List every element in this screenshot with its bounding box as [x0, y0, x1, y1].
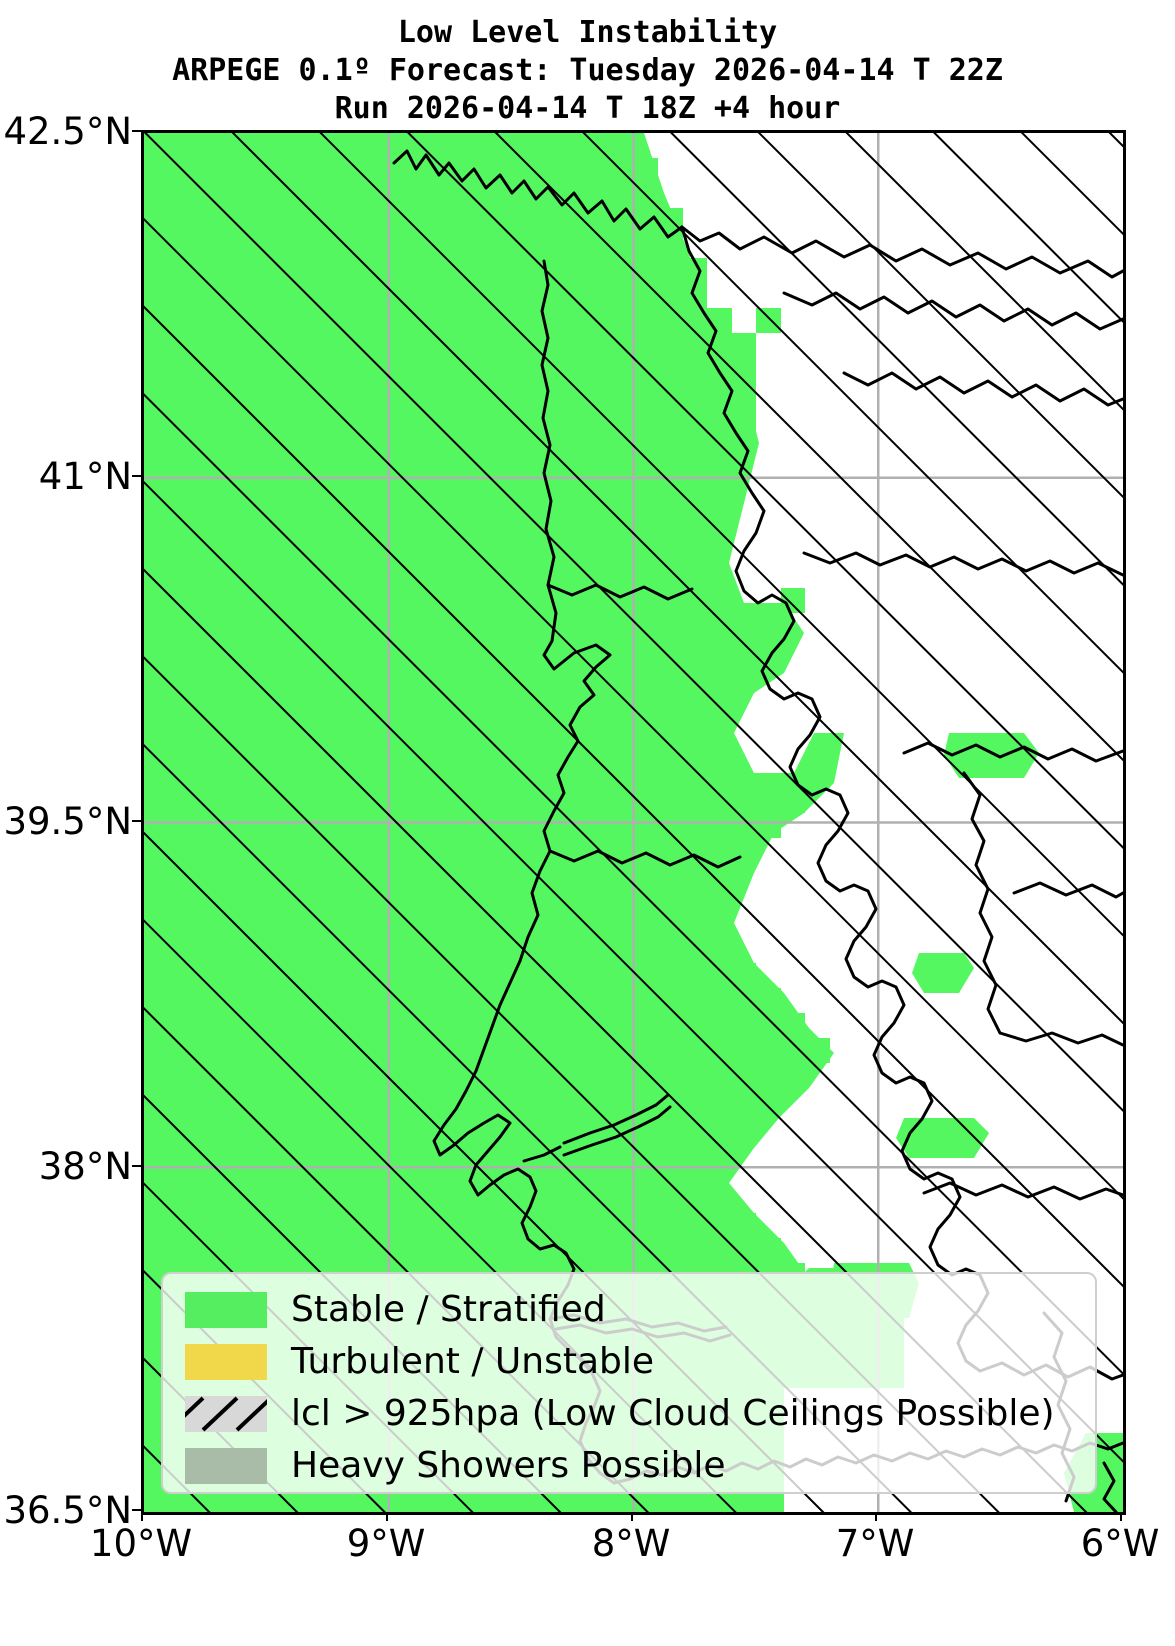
x-tick-10W: 10°W: [89, 1522, 193, 1565]
map-legend[interactable]: Stable / Stratified Turbulent / Unstable…: [161, 1272, 1097, 1494]
legend-swatch-stable: [185, 1292, 267, 1328]
page-title: Low Level Instability: [397, 15, 778, 50]
legend-hatch-icon: [185, 1396, 267, 1432]
legend-swatch-turbulent: [185, 1344, 267, 1380]
legend-item-stable[interactable]: Stable / Stratified: [163, 1284, 1095, 1336]
y-tick-38N: 38°N: [38, 1145, 132, 1188]
legend-item-heavy-showers[interactable]: Heavy Showers Possible: [163, 1440, 1095, 1492]
x-tick-8W: 8°W: [591, 1522, 671, 1565]
x-tick-7W: 7°W: [835, 1522, 915, 1565]
legend-item-turbulent[interactable]: Turbulent / Unstable: [163, 1336, 1095, 1388]
y-tick-36.5N: 36.5°N: [3, 1489, 132, 1532]
legend-item-lcl[interactable]: lcl > 925hpa (Low Cloud Ceilings Possibl…: [163, 1388, 1095, 1440]
y-tick-42.5N: 42.5°N: [3, 110, 132, 153]
legend-swatch-lcl: [185, 1396, 267, 1432]
forecast-subtitle-line1: ARPEGE 0.1º Forecast: Tuesday 2026-04-14…: [172, 53, 1003, 88]
y-tick-39.5N: 39.5°N: [3, 800, 132, 843]
legend-label-heavy-showers: Heavy Showers Possible: [291, 1445, 726, 1486]
x-tick-6W: 6°W: [1080, 1522, 1160, 1565]
legend-label-turbulent: Turbulent / Unstable: [291, 1341, 655, 1382]
legend-swatch-heavy-showers: [185, 1448, 267, 1484]
forecast-subtitle-line2: Run 2026-04-14 T 18Z +4 hour: [334, 91, 841, 126]
title-block: Low Level Instability ARPEGE 0.1º Foreca…: [0, 0, 1175, 128]
x-tick-9W: 9°W: [346, 1522, 426, 1565]
legend-label-lcl: lcl > 925hpa (Low Cloud Ceilings Possibl…: [291, 1393, 1055, 1434]
legend-label-stable: Stable / Stratified: [291, 1289, 606, 1330]
y-tick-41N: 41°N: [38, 455, 132, 498]
